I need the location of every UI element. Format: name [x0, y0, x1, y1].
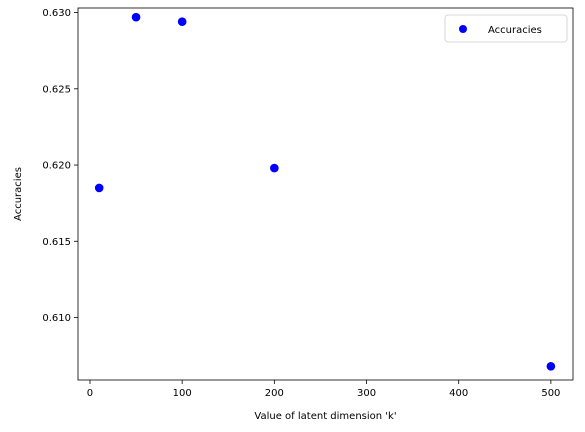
x-tick-label: 100 [173, 388, 192, 399]
y-axis-label: Accuracies [13, 167, 24, 221]
data-point [94, 183, 104, 193]
data-point [177, 17, 187, 27]
legend-marker [459, 25, 467, 33]
x-tick-label: 500 [541, 388, 560, 399]
axes-frame [77, 7, 574, 381]
y-tick-label: 0.625 [42, 84, 71, 95]
x-axis-label: Value of latent dimension 'k' [254, 411, 396, 422]
y-tick-label: 0.615 [42, 237, 71, 248]
y-tick-label: 0.630 [42, 8, 71, 19]
y-tick-label: 0.620 [42, 161, 71, 172]
data-point [131, 12, 141, 22]
axis-ticks: 0 100 200 300 400 500 0.610 0.615 0.620 0.625 0.63… [42, 8, 560, 399]
x-tick-label: 300 [357, 388, 376, 399]
legend-label: Accuracies [488, 25, 542, 36]
legend: Accuracies [444, 14, 568, 43]
x-tick-label: 200 [265, 388, 284, 399]
data-point [270, 163, 279, 173]
x-tick-label: 0 [87, 388, 93, 399]
data-point [546, 361, 556, 371]
x-tick-label: 400 [449, 388, 468, 399]
legend-box [444, 14, 568, 43]
y-tick-label: 0.610 [42, 313, 71, 324]
plot-area [94, 12, 556, 371]
